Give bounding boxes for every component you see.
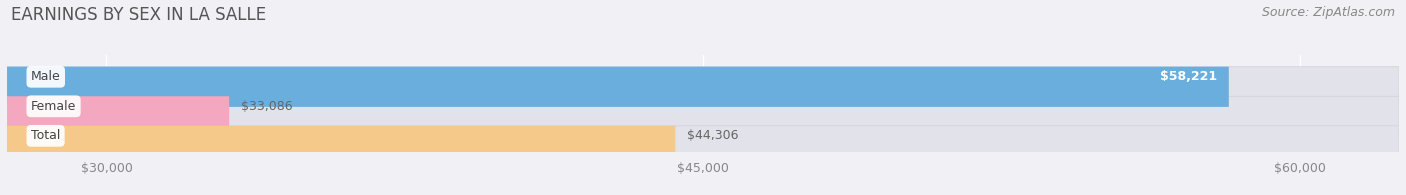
Text: Male: Male [31,70,60,83]
Text: EARNINGS BY SEX IN LA SALLE: EARNINGS BY SEX IN LA SALLE [11,6,266,24]
Text: Female: Female [31,100,76,113]
Text: $58,221: $58,221 [1160,70,1216,83]
Text: Source: ZipAtlas.com: Source: ZipAtlas.com [1261,6,1395,19]
Text: $33,086: $33,086 [240,100,292,113]
FancyBboxPatch shape [7,67,1229,107]
Text: $44,306: $44,306 [688,129,738,142]
FancyBboxPatch shape [7,96,1399,136]
Text: Total: Total [31,129,60,142]
FancyBboxPatch shape [7,67,1399,107]
FancyBboxPatch shape [7,96,229,136]
FancyBboxPatch shape [7,126,675,166]
FancyBboxPatch shape [7,126,1399,166]
